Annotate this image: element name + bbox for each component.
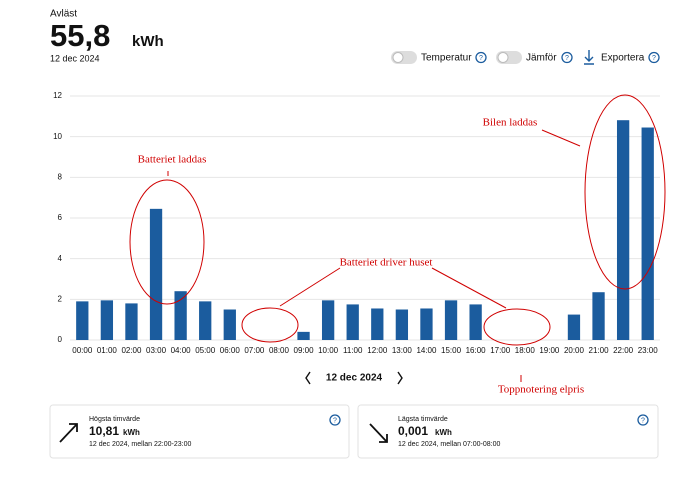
bar: [617, 120, 629, 340]
toggle-knob: [393, 53, 403, 63]
help-mark: ?: [641, 417, 645, 424]
y-tick-label: 4: [58, 254, 63, 263]
next-button[interactable]: [398, 372, 402, 384]
card-value: 10,81: [89, 424, 119, 438]
header-value: 55,8: [50, 18, 110, 53]
x-tick-label: 16:00: [466, 346, 487, 355]
card-detail: 12 dec 2024, mellan 07:00-08:00: [398, 441, 500, 448]
x-tick-label: 14:00: [416, 346, 437, 355]
y-tick-label: 8: [58, 172, 63, 181]
x-tick-label: 01:00: [97, 346, 118, 355]
annotation: Bilen laddas: [483, 117, 538, 129]
x-tick-label: 06:00: [220, 346, 241, 355]
toggle-label: Jämför: [526, 53, 557, 64]
y-tick-label: 12: [53, 91, 62, 100]
x-tick-label: 12:00: [367, 346, 388, 355]
x-tick-label: 18:00: [515, 346, 536, 355]
annotation-line: [280, 268, 340, 306]
help-mark: ?: [333, 417, 337, 424]
x-tick-label: 11:00: [343, 346, 363, 355]
x-tick-label: 00:00: [72, 346, 93, 355]
x-tick-label: 19:00: [539, 346, 560, 355]
toggle-label: Temperatur: [421, 53, 472, 64]
x-tick-label: 05:00: [195, 346, 216, 355]
x-tick-label: 21:00: [589, 346, 610, 355]
bar: [101, 300, 113, 340]
nav-date: 12 dec 2024: [326, 373, 383, 384]
help-mark: ?: [652, 55, 656, 62]
bar: [224, 310, 236, 341]
x-tick-label: 17:00: [490, 346, 511, 355]
card-title: Lägsta timvärde: [398, 416, 448, 423]
x-tick-label: 03:00: [146, 346, 167, 355]
card-detail: 12 dec 2024, mellan 22:00-23:00: [89, 441, 191, 448]
bar: [642, 128, 654, 340]
help-mark: ?: [479, 55, 483, 62]
x-tick-label: 04:00: [171, 346, 192, 355]
bar: [347, 304, 359, 340]
annotation-line: [542, 130, 580, 146]
bar: [568, 315, 580, 340]
bar: [396, 310, 408, 341]
bar: [445, 300, 457, 340]
bar: [150, 209, 162, 340]
y-tick-label: 10: [53, 132, 62, 141]
annotation-ellipse: [130, 180, 204, 304]
x-tick-label: 13:00: [392, 346, 413, 355]
header-date: 12 dec 2024: [50, 53, 100, 63]
x-tick-label: 07:00: [244, 346, 265, 355]
y-tick-label: 2: [58, 294, 63, 303]
prev-button[interactable]: [306, 372, 310, 384]
x-tick-label: 22:00: [613, 346, 634, 355]
bar: [297, 332, 309, 340]
annotation-line: [432, 268, 506, 308]
y-tick-label: 0: [58, 335, 63, 344]
x-tick-label: 15:00: [441, 346, 462, 355]
y-tick-label: 6: [58, 213, 63, 222]
card-unit: kWh: [123, 428, 140, 437]
x-tick-label: 09:00: [294, 346, 315, 355]
annotation: Toppnotering elpris: [498, 384, 584, 396]
export-label[interactable]: Exportera: [601, 53, 645, 64]
bar: [371, 308, 383, 340]
annotation: Batteriet laddas: [138, 154, 207, 166]
annotation: Batteriet driver huset: [340, 257, 433, 269]
x-tick-label: 02:00: [121, 346, 142, 355]
bar: [420, 308, 432, 340]
help-mark: ?: [565, 55, 569, 62]
x-tick-label: 23:00: [638, 346, 659, 355]
toggle-knob: [498, 53, 508, 63]
bar: [125, 303, 137, 340]
bar: [199, 301, 211, 340]
bar: [592, 292, 604, 340]
x-tick-label: 20:00: [564, 346, 585, 355]
bar: [174, 291, 186, 340]
card-value: 0,001: [398, 424, 428, 438]
bar: [322, 300, 334, 340]
x-tick-label: 08:00: [269, 346, 290, 355]
bar: [76, 301, 88, 340]
header-unit: kWh: [132, 33, 164, 50]
card-unit: kWh: [435, 428, 452, 437]
card-title: Högsta timvärde: [89, 416, 140, 423]
export-icon[interactable]: [584, 50, 594, 64]
x-tick-label: 10:00: [318, 346, 339, 355]
annotation-ellipse: [242, 308, 298, 342]
bar: [469, 304, 481, 340]
